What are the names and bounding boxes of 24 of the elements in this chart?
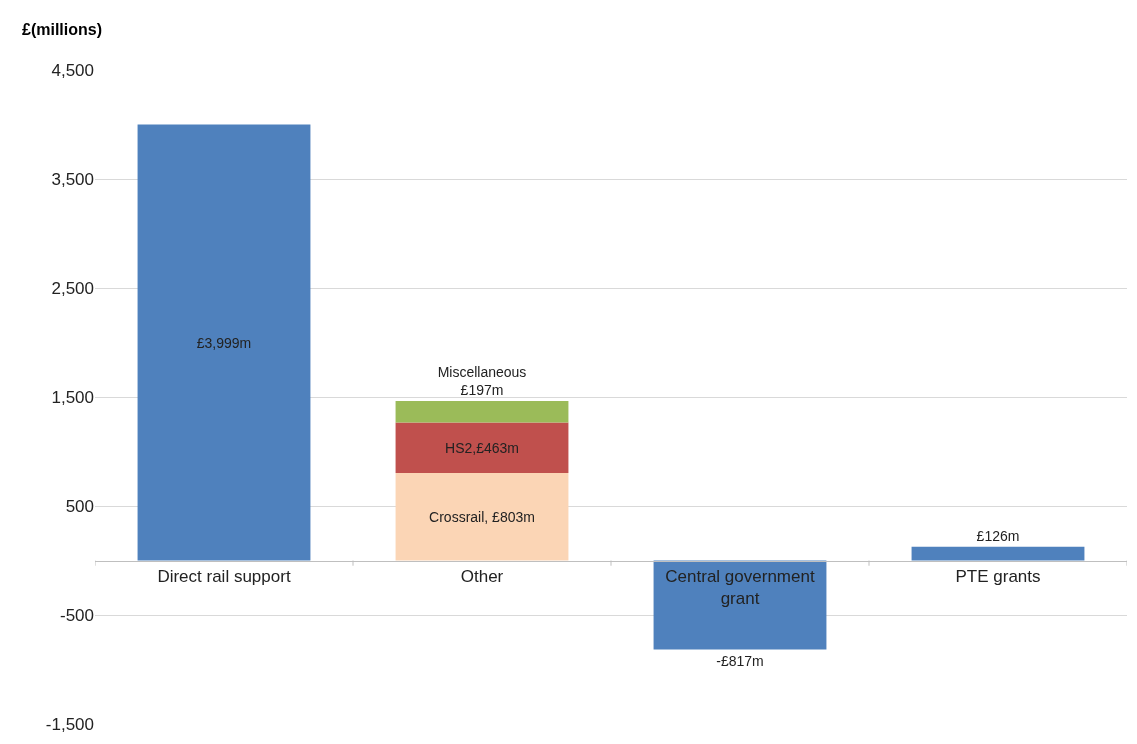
data-label: HS2,£463m xyxy=(445,439,519,456)
x-tick-label: Other xyxy=(460,566,504,586)
bar xyxy=(395,422,569,473)
y-tick-label: 1,500 xyxy=(51,387,94,407)
x-tick-label: PTE grants xyxy=(955,566,1041,586)
y-tick-label: 2,500 xyxy=(51,278,94,298)
y-axis-title: £(millions) xyxy=(22,21,103,38)
y-tick-label: -1,500 xyxy=(45,714,94,734)
y-tick-label: -500 xyxy=(59,605,94,625)
y-tick-label: 4,500 xyxy=(51,60,94,80)
x-tick-label: Direct rail support xyxy=(157,566,291,586)
y-tick-label: 3,500 xyxy=(51,169,94,189)
y-tick-label: 500 xyxy=(65,496,94,516)
data-label: £126m xyxy=(976,527,1020,544)
bar xyxy=(137,124,311,561)
x-tick-label: Central government grant xyxy=(665,566,815,608)
bar xyxy=(653,560,827,650)
bar xyxy=(911,546,1085,561)
bar xyxy=(395,472,569,561)
data-label: £3,999m xyxy=(196,334,252,351)
data-label: -£817m xyxy=(716,652,764,669)
bar xyxy=(395,401,569,423)
data-label: Miscellaneous £197m xyxy=(437,363,527,399)
data-label: Crossrail, £803m xyxy=(429,508,535,525)
